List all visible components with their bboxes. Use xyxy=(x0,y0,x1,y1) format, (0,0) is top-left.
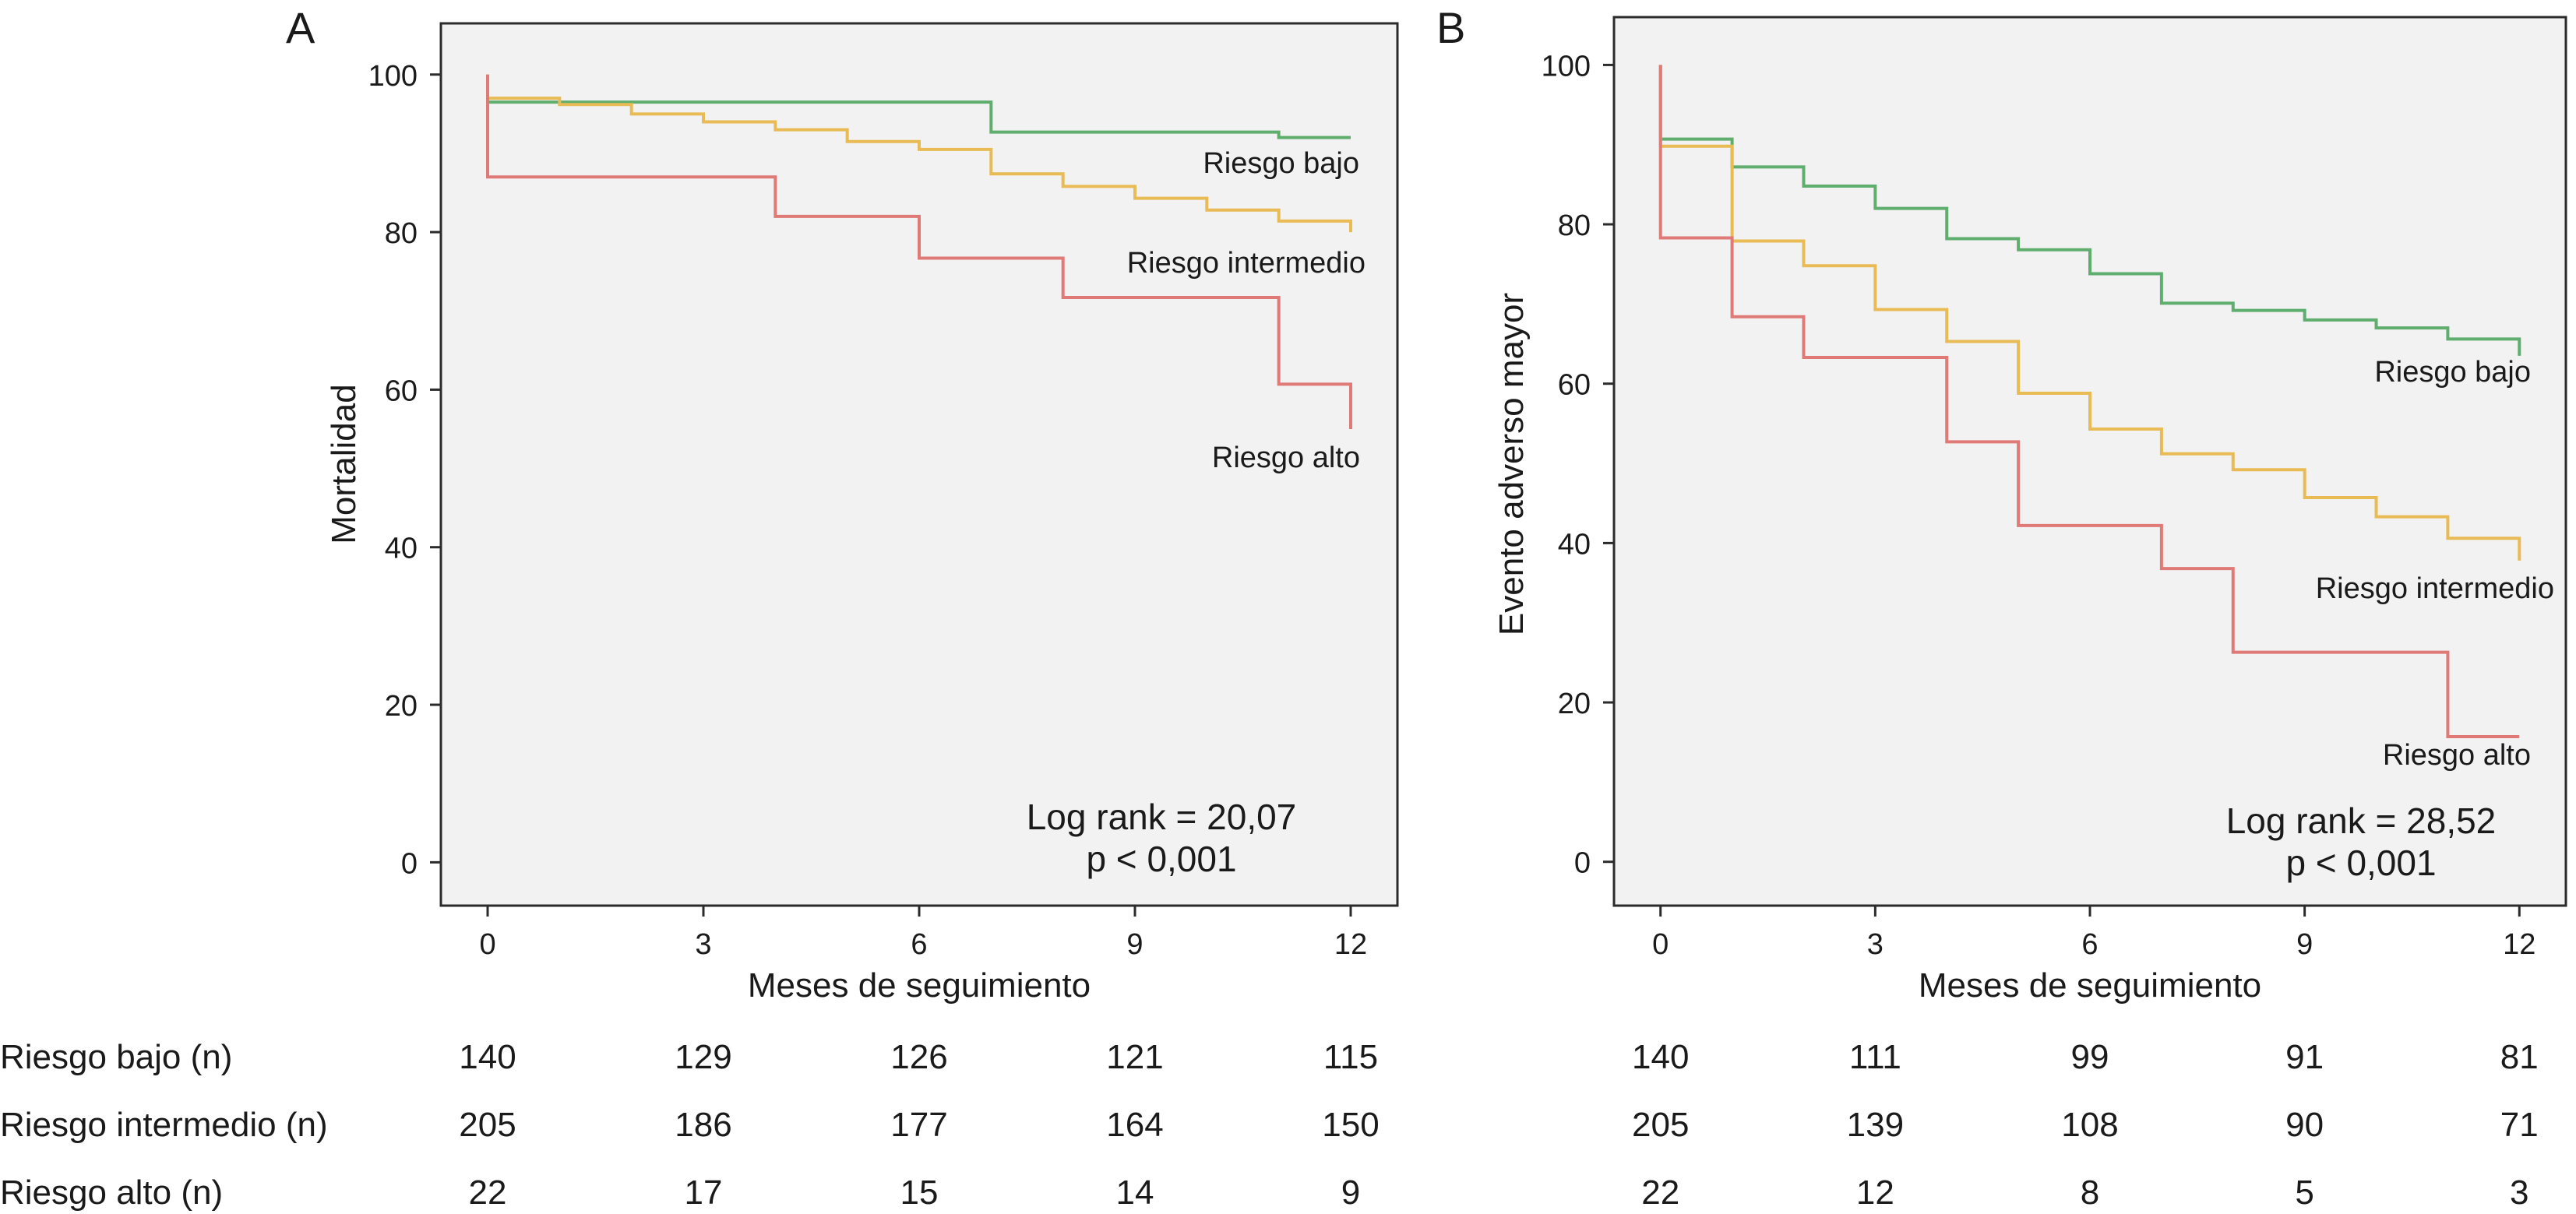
panel-a-at-risk-riesgo-intermedio-n: 164 xyxy=(1106,1106,1163,1144)
panel-a-log-rank: Log rank = 20,07 xyxy=(1027,797,1297,837)
panel-a-y-tick-label: 20 xyxy=(385,690,418,723)
panel-b-x-tick-label: 6 xyxy=(2081,928,2098,961)
at-risk-table: Riesgo bajo (n) Riesgo intermedio (n) Ri… xyxy=(0,1038,2539,1212)
panel-b-letter: B xyxy=(1436,3,1465,52)
panel-b-x-tick-label: 12 xyxy=(2503,928,2535,961)
panel-a-x-axis-title: Meses de seguimiento xyxy=(748,966,1091,1005)
panel-b-x-tick-label: 3 xyxy=(1867,928,1884,961)
panel-a-at-risk-values: 140 129 126 121 115 205 186 177 164 150 22 17 15 14 9 xyxy=(459,1038,1379,1212)
panel-a-x-tick-label: 6 xyxy=(911,928,927,961)
panel-a-x-tick-label: 12 xyxy=(1334,928,1367,961)
panel-b-plot-area xyxy=(1612,16,2567,907)
panel-a-x-tick-label: 0 xyxy=(479,928,495,961)
panel-b-curve-riesgo-intermedio xyxy=(1658,65,2521,561)
panel-a-plot-area xyxy=(439,22,1399,907)
panel-b-series-label-riesgo-intermedio: Riesgo intermedio xyxy=(2316,572,2554,605)
panel-a-y-tick-label: 0 xyxy=(401,847,418,880)
panel-b-y-tick-label: 80 xyxy=(1558,209,1591,242)
panel-a-series-label-riesgo-bajo: Riesgo bajo xyxy=(1203,147,1359,180)
panel-b-at-risk-riesgo-intermedio-n: 205 xyxy=(1632,1106,1689,1144)
panel-a-at-risk-riesgo-intermedio-n: 177 xyxy=(890,1106,947,1144)
panel-b-p-value: p < 0,001 xyxy=(2285,843,2436,883)
panel-b-at-risk-riesgo-bajo-n: 81 xyxy=(2500,1038,2539,1076)
panel-b-curve-riesgo-bajo xyxy=(1658,65,2521,356)
panel-b-y-tick-label: 40 xyxy=(1558,528,1591,561)
panel-a-y-tick-label: 100 xyxy=(368,60,418,93)
panel-b-series-label-riesgo-bajo: Riesgo bajo xyxy=(2374,356,2531,389)
panel-a-y-tick-label: 60 xyxy=(385,375,418,407)
panel-a-at-risk-riesgo-alto-n: 22 xyxy=(469,1174,507,1212)
panel-a-p-value: p < 0,001 xyxy=(1086,839,1236,879)
panel-a-at-risk-riesgo-bajo-n: 126 xyxy=(890,1038,947,1076)
at-risk-row-label: Riesgo intermedio (n) xyxy=(0,1106,328,1144)
panel-b-at-risk-riesgo-alto-n: 12 xyxy=(1856,1174,1894,1212)
panel-b-at-risk-riesgo-bajo-n: 111 xyxy=(1849,1038,1901,1076)
panel-a-y-axis-title: Mortalidad xyxy=(325,384,363,544)
panel-b-series-label-riesgo-alto: Riesgo alto xyxy=(2383,739,2531,772)
panel-b-at-risk-riesgo-intermedio-n: 108 xyxy=(2061,1106,2118,1144)
panel-b: B 0 20 40 60 80 100 0 3 6 9 12 Evento adverso mayo… xyxy=(1436,3,2567,1005)
panel-a-at-risk-riesgo-alto-n: 14 xyxy=(1116,1174,1154,1212)
panel-b-at-risk-values: 140 111 99 91 81 205 139 108 90 71 22 12 8 5 3 xyxy=(1632,1038,2539,1212)
panel-a-at-risk-riesgo-bajo-n: 129 xyxy=(675,1038,731,1076)
panel-a-series-label-riesgo-alto: Riesgo alto xyxy=(1212,442,1360,474)
panel-a-series xyxy=(486,74,1352,429)
panel-b-at-risk-riesgo-bajo-n: 99 xyxy=(2071,1038,2109,1076)
panel-b-y-tick-label: 60 xyxy=(1558,369,1591,402)
panel-b-x-axis-title: Meses de seguimiento xyxy=(1919,966,2261,1005)
panel-b-axes: 0 20 40 60 80 100 0 3 6 9 12 xyxy=(1542,50,2536,961)
panel-b-at-risk-riesgo-alto-n: 5 xyxy=(2295,1174,2313,1212)
panel-b-at-risk-riesgo-intermedio-n: 71 xyxy=(2500,1106,2539,1144)
panel-b-y-axis-title: Evento adverso mayor xyxy=(1492,293,1531,635)
panel-b-y-tick-label: 20 xyxy=(1558,688,1591,720)
panel-a: A 0 20 40 60 80 100 0 3 6 9 12 Mortalidad Meses de… xyxy=(286,3,1399,1005)
panel-a-at-risk-riesgo-intermedio-n: 205 xyxy=(459,1106,516,1144)
panel-b-at-risk-riesgo-intermedio-n: 90 xyxy=(2285,1106,2324,1144)
panel-a-x-tick-label: 3 xyxy=(695,928,711,961)
panel-b-curve-riesgo-alto xyxy=(1658,65,2520,739)
panel-b-series xyxy=(1658,65,2521,739)
panel-a-y-tick-label: 80 xyxy=(385,217,418,250)
panel-b-at-risk-riesgo-alto-n: 3 xyxy=(2510,1174,2528,1212)
panel-a-letter: A xyxy=(286,3,315,52)
panel-a-at-risk-riesgo-intermedio-n: 186 xyxy=(675,1106,731,1144)
panel-a-at-risk-riesgo-bajo-n: 121 xyxy=(1106,1038,1163,1076)
panel-a-at-risk-riesgo-alto-n: 15 xyxy=(900,1174,939,1212)
panel-a-x-tick-label: 9 xyxy=(1126,928,1143,961)
panel-a-axes: 0 20 40 60 80 100 0 3 6 9 12 xyxy=(368,60,1368,961)
panel-a-series-label-riesgo-intermedio: Riesgo intermedio xyxy=(1127,247,1366,280)
at-risk-row-label: Riesgo bajo (n) xyxy=(0,1038,232,1076)
panel-b-at-risk-riesgo-alto-n: 8 xyxy=(2081,1174,2099,1212)
panel-b-at-risk-riesgo-alto-n: 22 xyxy=(1641,1174,1679,1212)
panel-a-y-tick-label: 40 xyxy=(385,533,418,565)
panel-a-at-risk-riesgo-bajo-n: 140 xyxy=(459,1038,516,1076)
panel-a-at-risk-riesgo-alto-n: 9 xyxy=(1341,1174,1360,1212)
panel-b-at-risk-riesgo-intermedio-n: 139 xyxy=(1847,1106,1904,1144)
panel-a-at-risk-riesgo-alto-n: 17 xyxy=(685,1174,723,1212)
panel-b-y-tick-label: 100 xyxy=(1542,50,1591,83)
at-risk-row-label: Riesgo alto (n) xyxy=(0,1174,223,1212)
panel-a-at-risk-riesgo-intermedio-n: 150 xyxy=(1322,1106,1379,1144)
panel-b-at-risk-riesgo-bajo-n: 140 xyxy=(1632,1038,1689,1076)
panel-b-x-tick-label: 0 xyxy=(1652,928,1669,961)
panel-a-at-risk-riesgo-bajo-n: 115 xyxy=(1323,1038,1378,1076)
panel-b-y-tick-label: 0 xyxy=(1574,847,1591,880)
panel-a-curve-riesgo-alto xyxy=(486,74,1352,429)
panel-b-log-rank: Log rank = 28,52 xyxy=(2226,801,2497,841)
panel-b-at-risk-riesgo-bajo-n: 91 xyxy=(2285,1038,2324,1076)
panel-b-x-tick-label: 9 xyxy=(2296,928,2313,961)
panel-a-curve-riesgo-intermedio xyxy=(486,74,1352,233)
